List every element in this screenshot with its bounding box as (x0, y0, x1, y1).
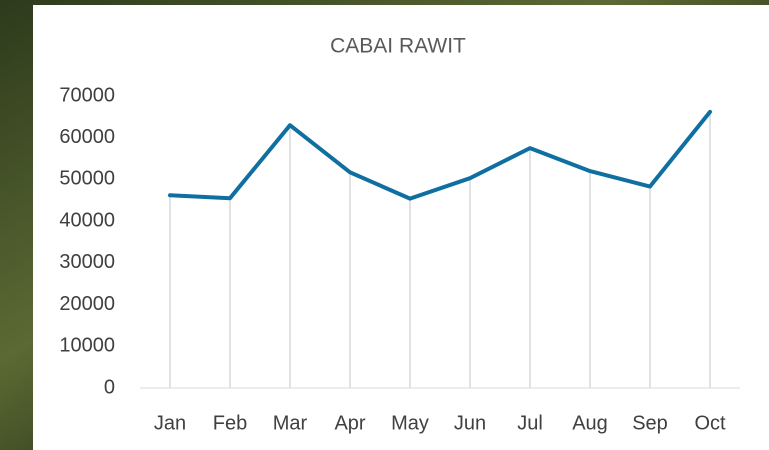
x-tick-label: Apr (334, 412, 365, 434)
chart-panel (33, 5, 769, 450)
x-tick-label: Oct (694, 412, 726, 434)
y-tick-label: 30000 (59, 251, 115, 273)
x-tick-label: Jul (517, 412, 543, 434)
x-tick-label: Jun (454, 412, 486, 434)
x-tick-label: Sep (632, 412, 668, 434)
x-tick-label: Mar (273, 412, 308, 434)
x-tick-label: Jan (154, 412, 186, 434)
y-tick-label: 20000 (59, 293, 115, 315)
x-tick-label: Aug (572, 412, 608, 434)
x-tick-label: Feb (213, 412, 247, 434)
y-tick-label: 40000 (59, 209, 115, 231)
y-tick-label: 50000 (59, 168, 115, 190)
y-tick-label: 70000 (59, 84, 115, 106)
y-tick-label: 60000 (59, 126, 115, 148)
x-tick-label: May (391, 412, 429, 434)
y-tick-label: 0 (104, 376, 115, 398)
series-line (168, 109, 712, 201)
y-tick-label: 10000 (59, 335, 115, 357)
chart-title: CABAI RAWIT (330, 35, 466, 58)
